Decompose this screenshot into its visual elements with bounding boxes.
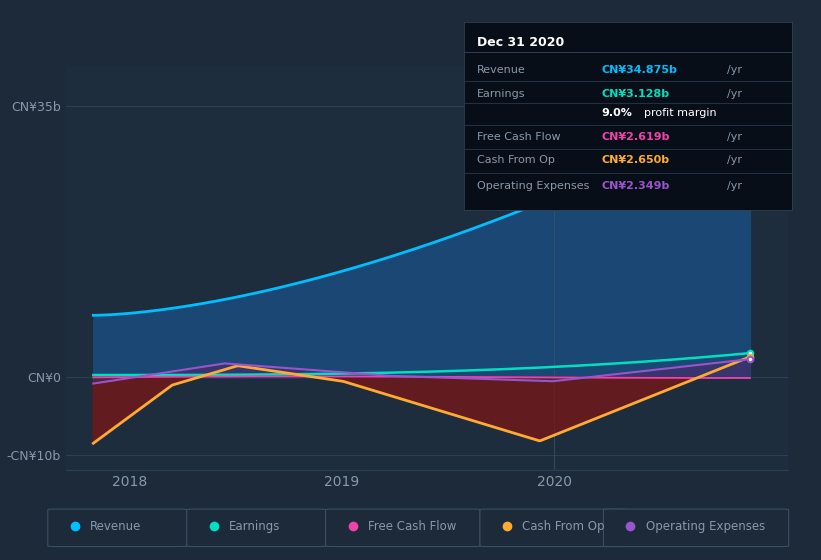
Text: Operating Expenses: Operating Expenses <box>646 520 765 533</box>
Text: CN¥2.619b: CN¥2.619b <box>602 132 670 142</box>
FancyBboxPatch shape <box>48 509 186 547</box>
Text: Earnings: Earnings <box>229 520 281 533</box>
Text: /yr: /yr <box>727 181 741 190</box>
Text: profit margin: profit margin <box>644 109 717 118</box>
Text: CN¥2.650b: CN¥2.650b <box>602 155 670 165</box>
Text: CN¥34.875b: CN¥34.875b <box>602 65 677 75</box>
FancyBboxPatch shape <box>603 509 789 547</box>
Text: Cash From Op: Cash From Op <box>522 520 605 533</box>
Text: CN¥3.128b: CN¥3.128b <box>602 88 670 99</box>
Text: Operating Expenses: Operating Expenses <box>477 181 589 190</box>
FancyBboxPatch shape <box>480 509 626 547</box>
Text: /yr: /yr <box>727 155 741 165</box>
Text: Revenue: Revenue <box>477 65 525 75</box>
FancyBboxPatch shape <box>326 509 480 547</box>
Text: /yr: /yr <box>727 65 741 75</box>
Text: Cash From Op: Cash From Op <box>477 155 555 165</box>
Text: Revenue: Revenue <box>90 520 141 533</box>
Text: Free Cash Flow: Free Cash Flow <box>368 520 456 533</box>
Text: CN¥2.349b: CN¥2.349b <box>602 181 670 190</box>
Text: 9.0%: 9.0% <box>602 109 633 118</box>
Text: /yr: /yr <box>727 132 741 142</box>
Text: Dec 31 2020: Dec 31 2020 <box>477 35 564 49</box>
FancyBboxPatch shape <box>186 509 326 547</box>
Text: /yr: /yr <box>727 88 741 99</box>
Text: Free Cash Flow: Free Cash Flow <box>477 132 561 142</box>
Text: Earnings: Earnings <box>477 88 525 99</box>
